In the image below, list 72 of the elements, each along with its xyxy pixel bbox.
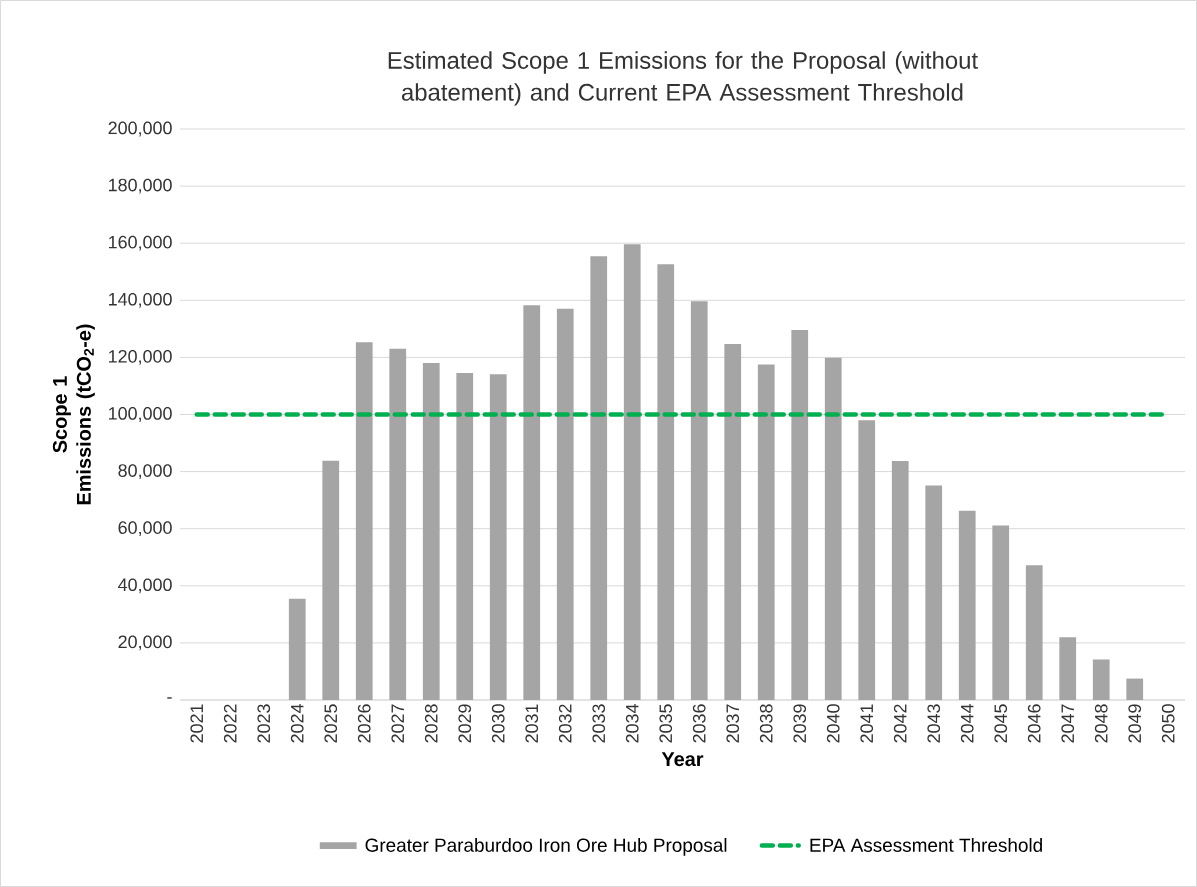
bar <box>824 357 842 700</box>
x-tick-label: 2050 <box>1161 704 1175 743</box>
x-tick-label: 2042 <box>893 704 907 743</box>
legend-label: Greater Paraburdoo Iron Ore Hub Proposal <box>365 838 727 856</box>
bar <box>791 329 809 700</box>
y-tick-label: 60,000 <box>118 521 172 537</box>
x-tick-label: 2044 <box>960 704 974 743</box>
bar <box>1092 659 1110 700</box>
bar <box>657 264 675 700</box>
y-tick-label: 200,000 <box>108 121 172 137</box>
x-tick-label: 2049 <box>1128 704 1142 743</box>
x-tick-label: 2041 <box>860 704 874 743</box>
y-tick-label: 140,000 <box>109 292 172 308</box>
x-tick-label: 2026 <box>357 704 371 743</box>
x-tick-label: 2027 <box>391 704 405 743</box>
x-tick-label: 2024 <box>290 704 304 743</box>
bar <box>556 308 574 700</box>
x-tick-label: 2040 <box>826 704 840 743</box>
chart-title: Estimated Scope 1 Emissions for the Proposal (without abatement) and Current EPA Assessment Threshold <box>388 51 978 106</box>
y-tick-label: 100,000 <box>109 407 172 422</box>
y-tick-label: 160,000 <box>109 235 172 251</box>
x-tick-label: 2030 <box>491 704 505 743</box>
x-tick-label: 2045 <box>994 704 1008 743</box>
bar <box>724 343 742 700</box>
bar <box>355 342 373 700</box>
y-tick-label: 40,000 <box>118 578 172 594</box>
x-tick-label: 2037 <box>726 704 740 743</box>
x-tick-label: 2028 <box>424 704 438 743</box>
bar <box>322 460 340 700</box>
x-tick-label: 2021 <box>190 704 204 743</box>
bar <box>523 305 541 700</box>
bar <box>1059 637 1077 700</box>
bar <box>623 244 641 700</box>
bar <box>422 363 440 700</box>
bar <box>690 301 708 700</box>
x-tick-label: 2047 <box>1061 704 1075 743</box>
x-tick-label: 2039 <box>793 704 807 743</box>
y-axis-title: Scope 1 Emissions (tCO$_{2}$-e) <box>52 324 95 505</box>
x-tick-label: 2035 <box>659 704 673 743</box>
x-tick-label: 2048 <box>1094 704 1108 743</box>
x-tick-label: 2033 <box>592 704 606 743</box>
bar <box>1025 565 1043 700</box>
x-tick-label: 2031 <box>525 704 539 743</box>
x-tick-label: 2046 <box>1027 704 1041 743</box>
bar <box>858 420 876 700</box>
legend-label: EPA Assessment Threshold <box>810 838 1042 852</box>
x-tick-label: 2038 <box>759 704 773 743</box>
x-tick-label: 2025 <box>324 704 338 743</box>
x-axis-title: Year <box>661 752 704 767</box>
y-tick-label: 80,000 <box>118 464 172 480</box>
y-tick-label: 120,000 <box>109 349 172 365</box>
bar <box>891 461 909 700</box>
x-tick-label: 2036 <box>692 704 706 743</box>
bar <box>389 348 407 700</box>
bar <box>958 510 976 700</box>
x-tick-label: 2022 <box>223 704 237 743</box>
y-tick-label: - <box>167 697 172 699</box>
x-tick-label: 2034 <box>625 704 639 743</box>
bar <box>288 598 306 700</box>
bar <box>1126 678 1144 700</box>
x-tick-label: 2023 <box>257 704 271 743</box>
bar <box>456 373 474 700</box>
x-tick-label: 2032 <box>558 704 572 743</box>
y-tick-label: 20,000 <box>118 635 172 651</box>
x-tick-label: 2029 <box>458 704 472 743</box>
bar <box>489 374 507 700</box>
bar <box>757 364 775 700</box>
bar <box>590 256 608 700</box>
x-tick-label: 2043 <box>927 704 941 743</box>
bar <box>925 485 943 700</box>
y-tick-label: 180,000 <box>109 178 172 194</box>
bar <box>992 525 1010 700</box>
